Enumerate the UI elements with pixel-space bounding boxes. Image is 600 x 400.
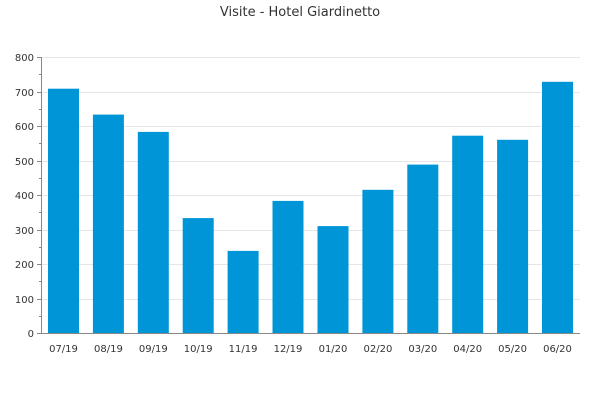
y-tick-label: 0: [28, 329, 34, 340]
bars: [48, 81, 573, 333]
x-tick-label: 11/19: [229, 344, 258, 355]
bar-08-19: [92, 114, 124, 333]
axes: [37, 57, 580, 334]
grid-lines: [41, 57, 580, 300]
y-tick-labels: 0 100 200 300 400 500 600 700 800: [15, 53, 34, 340]
chart-title: Visite - Hotel Giardinetto: [220, 5, 380, 20]
x-tick-label: 05/20: [498, 344, 527, 355]
x-tick-label: 07/19: [49, 344, 78, 355]
y-tick-label: 800: [15, 53, 34, 64]
y-tick-label: 700: [15, 88, 34, 99]
x-tick-label: 12/19: [274, 344, 303, 355]
x-tick-label: 06/20: [543, 344, 572, 355]
x-tick-label: 04/20: [453, 344, 482, 355]
y-tick-label: 100: [15, 295, 34, 306]
bar-04-20: [452, 135, 484, 333]
bar-07-19: [48, 88, 79, 333]
bar-02-20: [362, 189, 394, 333]
x-tick-labels: 07/19 08/19 09/19 10/19 11/19 12/19 01/20 02/20…: [49, 344, 572, 355]
x-tick-label: 09/19: [139, 344, 168, 355]
x-tick-label: 10/19: [184, 344, 213, 355]
x-tick-label: 02/20: [363, 344, 392, 355]
x-tick-label: 03/20: [408, 344, 437, 355]
bar-09-19: [137, 131, 169, 333]
bar-03-20: [407, 164, 439, 333]
bar-12-19: [272, 200, 304, 333]
y-tick-label: 600: [15, 122, 34, 133]
y-tick-label: 300: [15, 226, 34, 237]
bar-10-19: [182, 218, 214, 333]
bar-06-20: [542, 81, 573, 333]
bar-05-20: [497, 139, 529, 333]
x-tick-label: 01/20: [319, 344, 348, 355]
bar-01-20: [317, 226, 349, 333]
x-tick-label: 08/19: [94, 344, 123, 355]
bar-11-19: [227, 250, 259, 333]
y-tick-label: 500: [15, 157, 34, 168]
y-tick-label: 200: [15, 260, 34, 271]
y-tick-label: 400: [15, 191, 34, 202]
